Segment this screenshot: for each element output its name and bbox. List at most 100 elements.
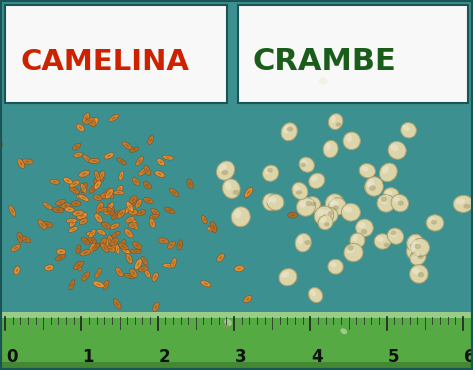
Ellipse shape	[391, 194, 409, 212]
Ellipse shape	[347, 245, 354, 251]
Ellipse shape	[103, 246, 106, 250]
Ellipse shape	[384, 243, 389, 247]
Ellipse shape	[307, 199, 314, 205]
Ellipse shape	[70, 187, 79, 194]
Ellipse shape	[77, 212, 88, 219]
Ellipse shape	[131, 211, 135, 213]
Ellipse shape	[125, 216, 135, 223]
Ellipse shape	[147, 199, 150, 202]
Ellipse shape	[403, 125, 410, 131]
Ellipse shape	[169, 188, 179, 197]
Ellipse shape	[126, 89, 130, 92]
Ellipse shape	[407, 234, 423, 252]
Ellipse shape	[103, 239, 109, 250]
Ellipse shape	[235, 209, 241, 218]
Ellipse shape	[263, 194, 279, 211]
Ellipse shape	[154, 275, 156, 279]
Ellipse shape	[143, 197, 153, 204]
Ellipse shape	[279, 269, 297, 286]
Ellipse shape	[56, 199, 65, 205]
Ellipse shape	[105, 242, 107, 246]
Ellipse shape	[114, 233, 118, 235]
Ellipse shape	[316, 75, 336, 93]
Ellipse shape	[325, 210, 331, 216]
Ellipse shape	[267, 194, 284, 210]
Ellipse shape	[112, 211, 121, 219]
Ellipse shape	[105, 212, 109, 213]
Text: CRAMBE: CRAMBE	[252, 47, 396, 77]
Text: 6: 6	[464, 348, 473, 366]
Ellipse shape	[89, 243, 96, 253]
Ellipse shape	[147, 272, 149, 275]
Ellipse shape	[288, 212, 298, 218]
Ellipse shape	[81, 182, 87, 193]
Ellipse shape	[75, 145, 79, 148]
Ellipse shape	[98, 208, 109, 212]
Ellipse shape	[106, 246, 115, 252]
Ellipse shape	[311, 176, 318, 182]
Ellipse shape	[47, 267, 51, 269]
Ellipse shape	[138, 159, 141, 163]
Ellipse shape	[409, 245, 416, 253]
Ellipse shape	[116, 185, 123, 193]
Ellipse shape	[346, 246, 355, 253]
Ellipse shape	[109, 238, 111, 242]
Ellipse shape	[411, 252, 417, 257]
Ellipse shape	[55, 255, 65, 261]
Ellipse shape	[267, 168, 273, 173]
Ellipse shape	[17, 232, 23, 243]
Bar	[238, 5, 468, 103]
Ellipse shape	[145, 270, 151, 278]
Ellipse shape	[401, 122, 416, 138]
Ellipse shape	[107, 155, 111, 157]
Ellipse shape	[137, 202, 140, 205]
Ellipse shape	[299, 157, 315, 172]
Ellipse shape	[269, 197, 277, 203]
Ellipse shape	[244, 296, 252, 303]
Ellipse shape	[77, 264, 80, 267]
Ellipse shape	[80, 215, 84, 217]
Ellipse shape	[344, 206, 352, 213]
Ellipse shape	[19, 162, 22, 165]
Ellipse shape	[310, 290, 316, 296]
Ellipse shape	[79, 126, 82, 129]
Ellipse shape	[53, 207, 64, 213]
Ellipse shape	[382, 166, 389, 174]
Ellipse shape	[92, 160, 96, 162]
Ellipse shape	[114, 245, 117, 249]
Ellipse shape	[245, 188, 253, 198]
Ellipse shape	[201, 215, 207, 224]
Ellipse shape	[66, 343, 70, 345]
Ellipse shape	[328, 114, 343, 130]
Text: 4: 4	[311, 348, 323, 366]
Ellipse shape	[149, 218, 155, 228]
Ellipse shape	[129, 196, 137, 204]
Ellipse shape	[70, 283, 73, 287]
Ellipse shape	[149, 138, 152, 142]
Ellipse shape	[123, 86, 132, 95]
Ellipse shape	[43, 202, 53, 209]
Ellipse shape	[153, 211, 157, 213]
Ellipse shape	[103, 280, 109, 289]
Ellipse shape	[91, 187, 95, 191]
Ellipse shape	[297, 198, 315, 216]
Ellipse shape	[171, 258, 176, 268]
Ellipse shape	[131, 224, 135, 226]
Ellipse shape	[341, 328, 347, 334]
Ellipse shape	[379, 163, 397, 182]
Ellipse shape	[82, 220, 85, 223]
Ellipse shape	[350, 233, 365, 248]
Ellipse shape	[412, 252, 419, 258]
Ellipse shape	[96, 179, 101, 182]
Ellipse shape	[97, 216, 100, 220]
Ellipse shape	[221, 316, 240, 334]
Ellipse shape	[426, 215, 444, 231]
Ellipse shape	[14, 266, 20, 275]
Ellipse shape	[146, 168, 149, 172]
Ellipse shape	[333, 205, 339, 211]
Ellipse shape	[113, 225, 116, 227]
Ellipse shape	[78, 195, 89, 201]
Ellipse shape	[100, 174, 103, 178]
Ellipse shape	[225, 182, 232, 190]
Ellipse shape	[391, 144, 398, 151]
